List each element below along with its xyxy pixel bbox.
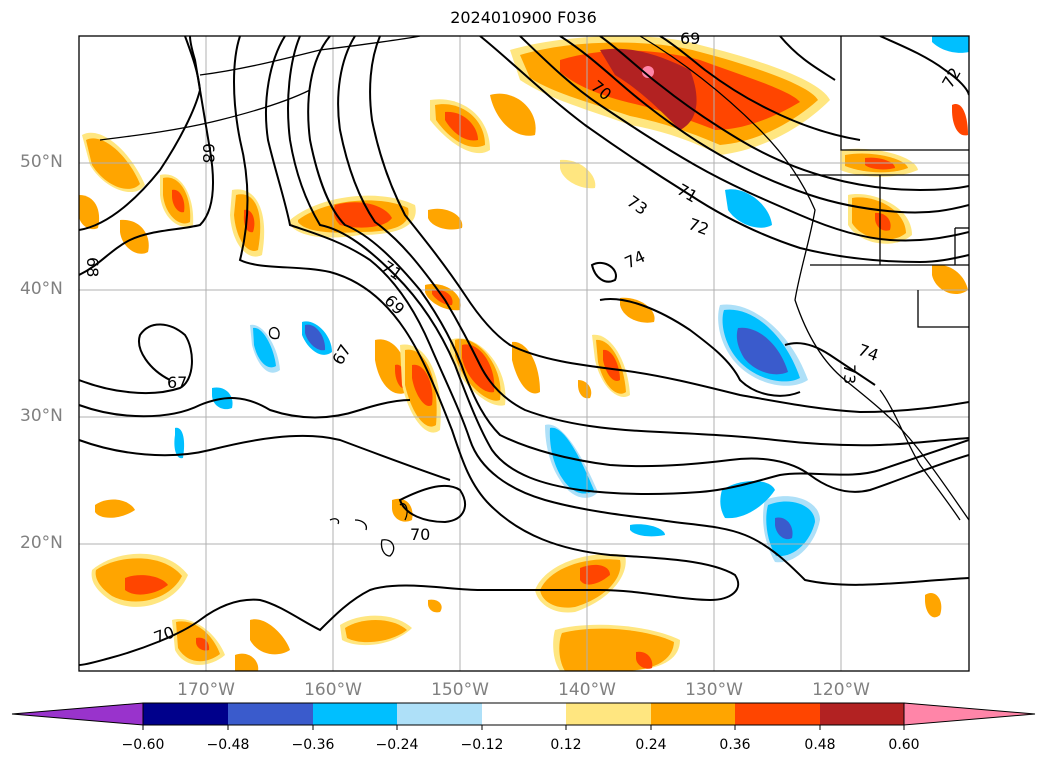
lon-label: 150°W <box>431 680 489 700</box>
colorbar <box>11 702 1036 730</box>
colorbar-tick-label: 0.36 <box>719 737 751 753</box>
height-contours <box>79 36 969 666</box>
colorbar-bin <box>143 703 228 725</box>
lat-label: 30°N <box>20 406 63 426</box>
contour-label: 69 <box>680 29 700 48</box>
colorbar-bin <box>651 703 735 725</box>
contour-label: 68 <box>83 257 102 277</box>
contour-label: 68 <box>199 143 218 163</box>
lon-label: 140°W <box>558 680 616 700</box>
colorbar-tick-label: −0.60 <box>121 737 165 753</box>
map-title: 2024010900 F036 <box>450 8 597 27</box>
colorbar-extend-low <box>11 702 144 726</box>
colorbar-bin <box>735 703 820 725</box>
negative-anomaly-areas <box>174 36 969 563</box>
colorbar-bin <box>228 703 313 725</box>
colorbar-bin <box>313 703 397 725</box>
lon-label: 130°W <box>685 680 743 700</box>
colorbar-tick-label: 0.60 <box>888 737 920 753</box>
colorbar-tick-label: 0.24 <box>635 737 667 753</box>
colorbar-bin <box>820 703 904 725</box>
map-frame <box>78 35 970 672</box>
contour-label: 67 <box>167 373 187 392</box>
colorbar-tick-label: −0.12 <box>460 737 504 753</box>
lon-label: 160°W <box>304 680 362 700</box>
lon-label: 120°W <box>812 680 870 700</box>
lon-label: 170°W <box>177 680 235 700</box>
colorbar-tick-label: 0.12 <box>550 737 582 753</box>
colorbar-extend-high <box>903 702 1036 726</box>
colorbar-tick-label: 0.48 <box>804 737 836 753</box>
contour-label: 70 <box>410 525 430 544</box>
lat-label: 50°N <box>20 152 63 172</box>
colorbar-bin <box>397 703 482 725</box>
contour-label: 73 <box>840 364 859 384</box>
colorbar-tick-label: −0.36 <box>291 737 335 753</box>
colorbar-tick-label: −0.48 <box>206 737 250 753</box>
colorbar-bin <box>482 703 566 725</box>
lat-label: 40°N <box>20 279 63 299</box>
lat-label: 20°N <box>20 533 63 553</box>
colorbar-tick-label: −0.24 <box>375 737 419 753</box>
colorbar-bin <box>566 703 651 725</box>
